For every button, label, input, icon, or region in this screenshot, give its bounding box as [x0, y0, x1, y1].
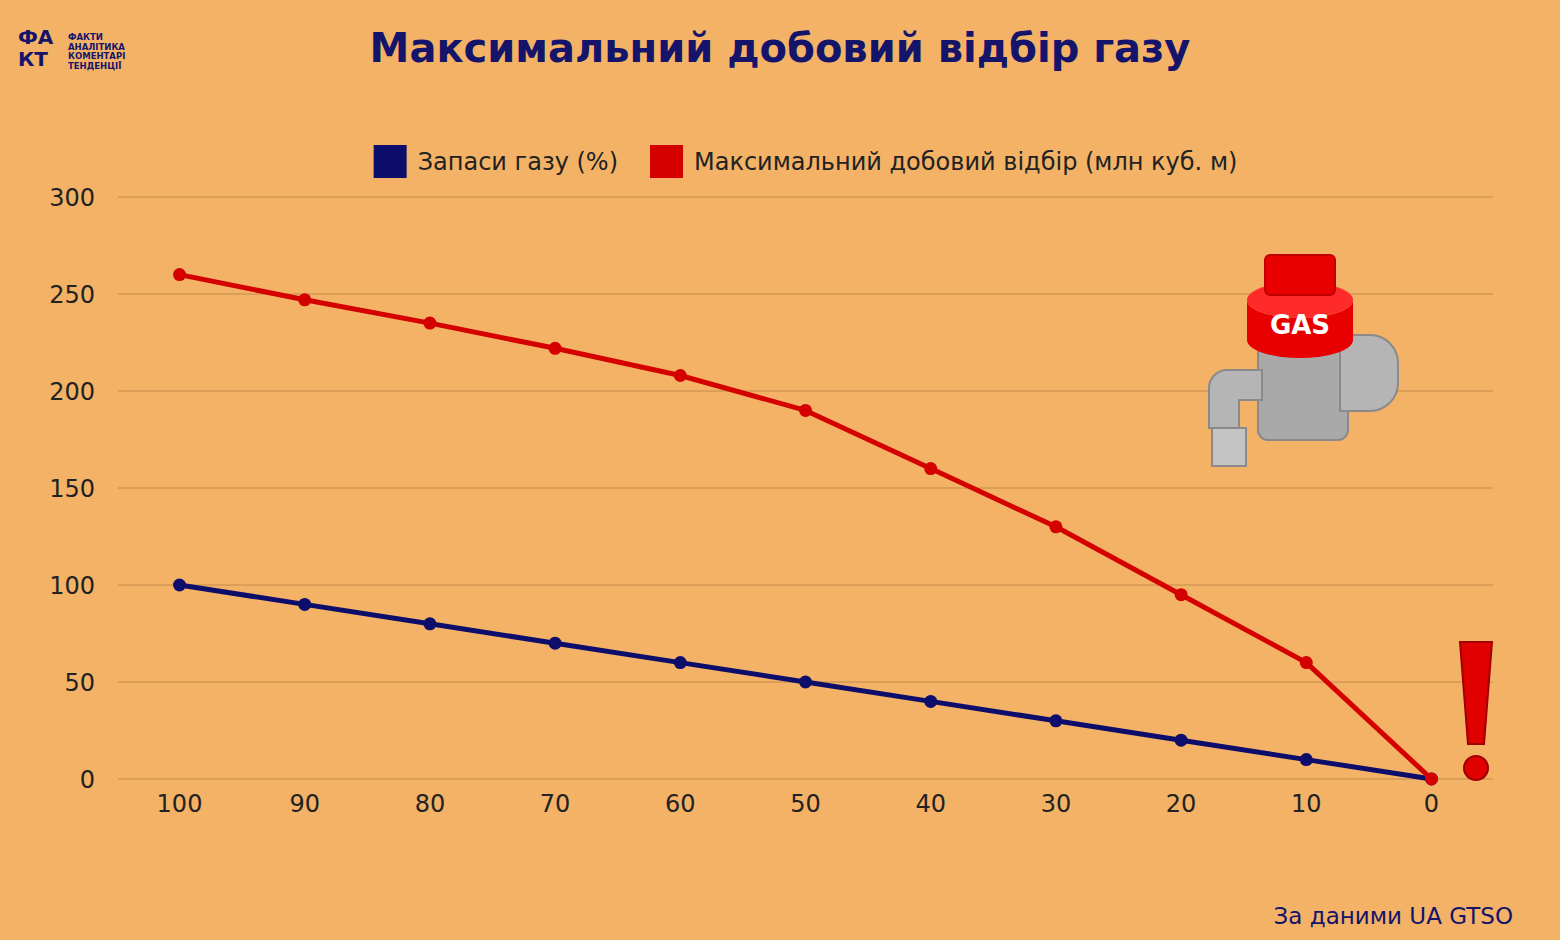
y-tick-label: 250: [49, 281, 95, 309]
series-point: [549, 637, 562, 650]
logo-text: ТЕНДЕНЦІЇ: [68, 61, 121, 71]
series-point: [924, 462, 937, 475]
series-point: [924, 695, 937, 708]
logo-text: АНАЛІТИКА: [68, 42, 125, 52]
x-tick-label: 50: [790, 790, 821, 818]
exclamation: [1460, 642, 1492, 780]
gas-icon: GAS: [1209, 255, 1398, 466]
series-point: [674, 369, 687, 382]
series-point: [1175, 734, 1188, 747]
x-tick-label: 10: [1291, 790, 1322, 818]
series-point: [1425, 773, 1438, 786]
x-tick-label: 90: [289, 790, 320, 818]
series-point: [173, 579, 186, 592]
chart: Максимальний добовий відбір газуФАКТФАКТ…: [0, 0, 1560, 940]
legend-label: Максимальний добовий відбір (млн куб. м): [694, 148, 1237, 176]
series-point: [549, 342, 562, 355]
legend: Запаси газу (%) Максимальний добовий відб…: [374, 145, 1238, 178]
legend-swatch: [650, 145, 683, 178]
x-tick-label: 60: [665, 790, 696, 818]
y-tick-label: 150: [49, 475, 95, 503]
logo-text: ФАКТИ: [68, 32, 103, 42]
series-point: [799, 404, 812, 417]
grid-line: [118, 197, 1493, 198]
logo-text: КОМЕНТАРІ: [68, 51, 125, 61]
series-point: [423, 317, 436, 330]
legend-label: Запаси газу (%): [418, 148, 618, 176]
logo-mark: ФА: [18, 25, 54, 49]
x-tick-label: 30: [1041, 790, 1072, 818]
series-point: [298, 293, 311, 306]
series-point: [1300, 656, 1313, 669]
x-tick-label: 70: [540, 790, 571, 818]
grid-line: [118, 488, 1493, 489]
series-point: [423, 617, 436, 630]
logo-mark: КТ: [18, 47, 48, 71]
y-tick-label: 0: [80, 766, 95, 794]
legend-swatch: [374, 145, 407, 178]
background: [0, 0, 1560, 940]
series-point: [1300, 753, 1313, 766]
series-point: [298, 598, 311, 611]
x-tick-label: 40: [915, 790, 946, 818]
x-tick-label: 0: [1424, 790, 1439, 818]
series-point: [1425, 773, 1438, 786]
grid-line: [118, 779, 1493, 780]
title: Максимальний добовий відбір газу: [370, 25, 1191, 71]
x-tick-label: 80: [415, 790, 446, 818]
x-tick-label: 100: [157, 790, 203, 818]
y-tick-label: 100: [49, 572, 95, 600]
icon-text: GAS: [1270, 310, 1330, 340]
x-tick-label: 20: [1166, 790, 1197, 818]
source: За даними UA GTSO: [1274, 903, 1513, 929]
series-line: [180, 585, 1432, 779]
grid-line: [118, 585, 1493, 586]
series-point: [674, 656, 687, 669]
y-tick-label: 200: [49, 378, 95, 406]
series-point: [1049, 520, 1062, 533]
series-point: [173, 268, 186, 281]
y-tick-label: 50: [64, 669, 95, 697]
plot-area: [173, 268, 1438, 785]
y-tick-label: 300: [49, 184, 95, 212]
series-line: [180, 275, 1432, 779]
series-point: [1049, 714, 1062, 727]
series-point: [1175, 588, 1188, 601]
series-point: [799, 676, 812, 689]
logo: ФАКТ ФАКТИАНАЛІТИКАКОМЕНТАРІТЕНДЕНЦІЇ: [18, 25, 125, 71]
